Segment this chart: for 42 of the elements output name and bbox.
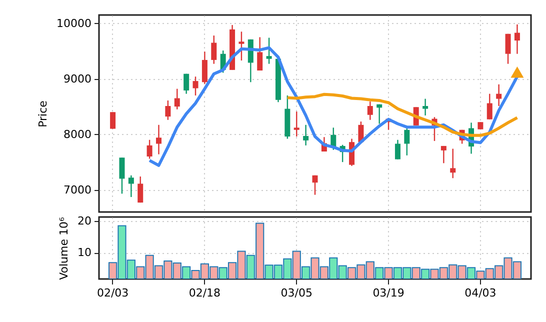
candlestick bbox=[450, 148, 456, 179]
candlestick bbox=[486, 93, 492, 120]
y-axis-title: Volume 10⁶ bbox=[58, 216, 71, 280]
candlestick bbox=[146, 139, 152, 160]
candlestick bbox=[128, 174, 134, 198]
y-tick-label: 7000 bbox=[64, 183, 92, 196]
candlestick bbox=[165, 100, 171, 120]
x-tick-label: 02/03 bbox=[96, 286, 129, 300]
candlestick bbox=[294, 110, 300, 138]
candlestick bbox=[156, 124, 162, 155]
candlestick bbox=[238, 31, 244, 62]
x-tick-label: 03/05 bbox=[280, 286, 312, 300]
candlestick bbox=[394, 139, 400, 160]
x-tick-label: 02/18 bbox=[188, 286, 221, 300]
candlestick bbox=[192, 76, 198, 96]
candlestick bbox=[496, 84, 502, 107]
candlestick bbox=[514, 24, 520, 54]
y-tick-label: 8000 bbox=[64, 128, 92, 141]
y-tick-label: 10 bbox=[78, 246, 92, 260]
y-tick-label: 20 bbox=[78, 214, 92, 228]
candlestick bbox=[174, 88, 180, 110]
candlestick bbox=[505, 33, 511, 64]
candlestick bbox=[202, 51, 208, 84]
y-axis-title: Price bbox=[36, 100, 50, 128]
candlestick bbox=[422, 98, 428, 116]
candlestick bbox=[184, 73, 190, 94]
x-tick-label: 04/03 bbox=[464, 286, 496, 300]
candlestick bbox=[266, 37, 272, 64]
candlestick bbox=[312, 174, 318, 196]
candlestick bbox=[110, 112, 116, 130]
candlestick bbox=[440, 145, 446, 164]
y-tick-label: 9000 bbox=[64, 72, 92, 86]
y-tick-label: 10000 bbox=[56, 16, 92, 30]
candlestick bbox=[138, 176, 144, 204]
candlestick bbox=[211, 34, 217, 64]
candlestick bbox=[404, 126, 410, 156]
candlestick bbox=[376, 104, 382, 124]
candlestick bbox=[367, 100, 373, 120]
candlestick bbox=[257, 36, 263, 72]
candlestick bbox=[119, 157, 125, 194]
candlestick bbox=[303, 124, 309, 146]
x-tick-label: 03/19 bbox=[372, 286, 404, 300]
